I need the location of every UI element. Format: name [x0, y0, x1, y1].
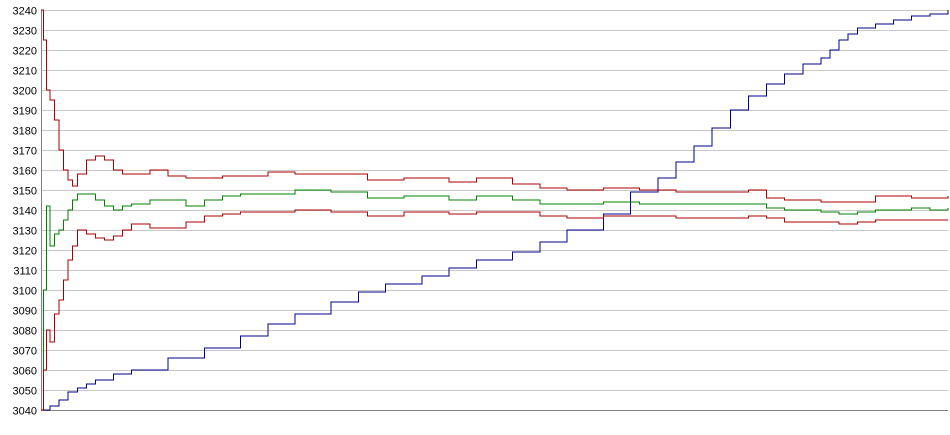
y-tick-label: 3190 [13, 106, 37, 118]
y-tick-label: 3160 [13, 166, 37, 178]
y-tick-label: 3180 [13, 126, 37, 138]
y-tick-labels: 3040 3050 3060 3070 3080 3090 3100 3110 3120 3130… [13, 6, 37, 418]
series-line-blue [41, 10, 949, 411]
y-tick-label: 3100 [13, 286, 37, 298]
y-tick-label: 3200 [13, 86, 37, 98]
y-tick-label: 3090 [13, 306, 37, 318]
series-line-green [41, 189, 949, 411]
y-tick-label: 3110 [13, 266, 37, 278]
grid-lines [41, 10, 948, 411]
y-tick-label: 3170 [13, 146, 37, 158]
y-tick-label: 3220 [13, 46, 37, 58]
y-tick-label: 3120 [13, 246, 37, 258]
y-tick-label: 3210 [13, 66, 37, 78]
y-tick-label: 3080 [13, 326, 37, 338]
series-lines [41, 9, 949, 411]
y-tick-label: 3140 [13, 206, 37, 218]
y-tick-label: 3060 [13, 366, 37, 378]
y-tick-label: 3130 [13, 226, 37, 238]
y-tick-label: 3150 [13, 186, 37, 198]
axes [41, 10, 948, 411]
y-tick-label: 3240 [13, 6, 37, 18]
series-line-upper-red [41, 9, 949, 203]
y-tick-label: 3050 [13, 386, 37, 398]
y-tick-label: 3230 [13, 26, 37, 38]
y-tick-label: 3070 [13, 346, 37, 358]
series-line-lower-red [41, 209, 948, 411]
y-tick-label: 3040 [13, 406, 37, 418]
